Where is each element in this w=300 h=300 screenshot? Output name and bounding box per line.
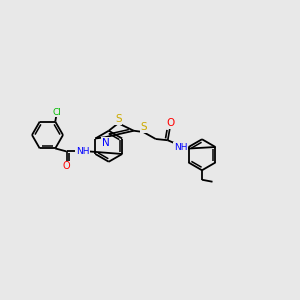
Text: O: O xyxy=(166,118,174,128)
Text: S: S xyxy=(115,114,122,124)
Text: S: S xyxy=(141,122,147,133)
Text: NH: NH xyxy=(174,143,188,152)
Text: NH: NH xyxy=(76,147,89,156)
Text: N: N xyxy=(102,138,110,148)
Text: O: O xyxy=(63,161,70,171)
Text: Cl: Cl xyxy=(52,108,61,117)
